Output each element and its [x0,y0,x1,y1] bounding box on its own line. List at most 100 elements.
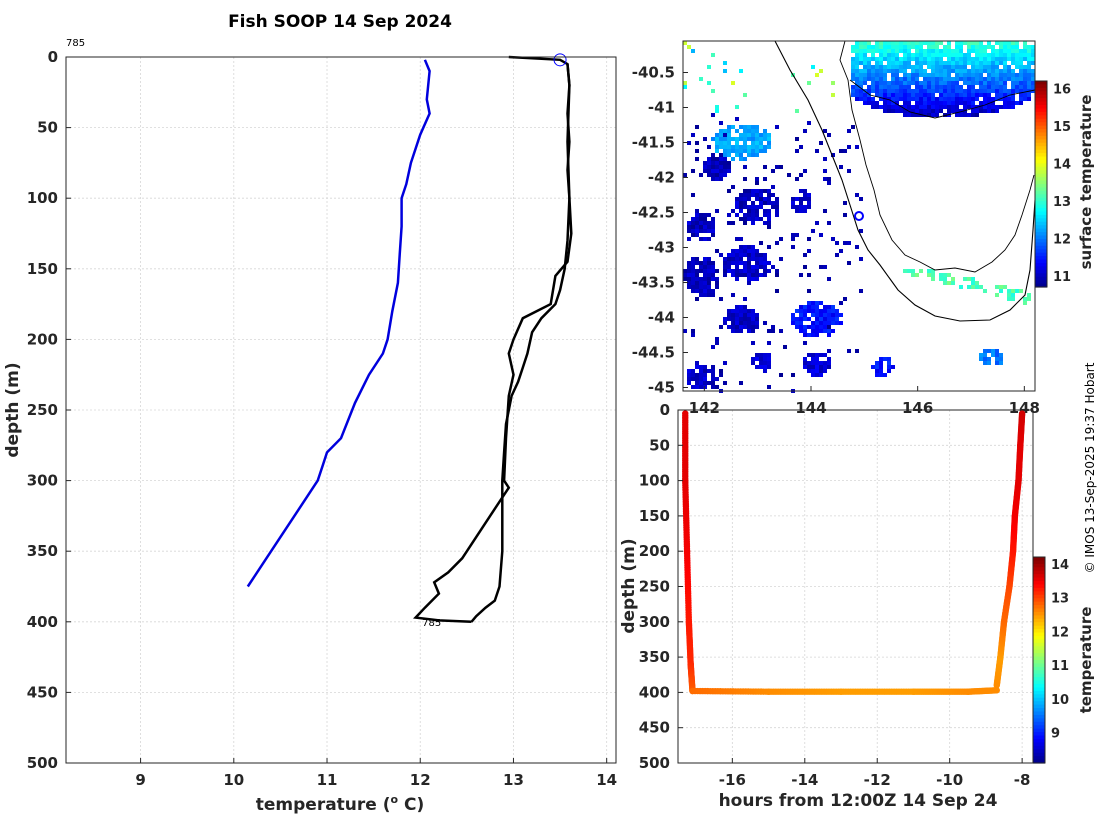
sst-pixel [747,325,751,329]
sst-pixel [979,65,983,69]
sst-pixel [1015,89,1019,93]
sst-pixel [1023,49,1027,53]
tasmania-coastline [774,40,1036,322]
colorbar-swatch [1035,280,1047,285]
sst-pixel [867,97,871,101]
sst-pixel [807,305,811,309]
sst-pixel [691,225,695,229]
colorbar-tick-label: 12 [1053,232,1071,247]
sst-pixel [1011,297,1015,301]
sst-pixel [1011,289,1015,293]
td-colorbar-swatch [1033,653,1045,658]
sst-pixel [923,113,927,117]
sst-pixel [983,57,987,61]
td-colorbar-swatch [1033,670,1045,675]
sst-pixel [955,105,959,109]
sst-pixel [891,69,895,73]
sst-pixel [827,349,831,353]
sst-pixel [979,285,983,289]
sst-pixel [919,97,923,101]
sst-pixel [1003,49,1007,53]
sst-pixel [983,61,987,65]
sst-pixel [919,69,923,73]
sst-pixel [983,81,987,85]
sst-pixel [763,353,767,357]
sst-pixel [963,113,967,117]
sst-pixel [891,97,895,101]
sst-pixel [859,53,863,57]
sst-pixel [1023,93,1027,97]
sst-pixel [927,85,931,89]
td-colorbar-swatch [1033,560,1045,565]
sst-pixel [883,45,887,49]
sst-pixel [1015,81,1019,85]
sst-pixel [859,73,863,77]
sst-pixel [867,65,871,69]
sst-pixel [735,153,739,157]
sst-pixel [939,41,943,45]
sst-pixel [855,193,859,197]
sst-pixel [707,281,711,285]
td-colorbar-swatch [1033,694,1045,699]
sst-pixel [891,61,895,65]
sst-pixel [971,89,975,93]
sst-pixel [851,73,855,77]
sst-pixel [751,277,755,281]
sst-pixel [699,369,703,373]
sst-pixel [763,257,767,261]
sst-pixel [995,109,999,113]
td-y-tick-label: 250 [639,578,670,596]
sst-pixel [723,169,727,173]
sst-pixel [771,185,775,189]
sst-pixel [959,45,963,49]
sst-pixel [815,361,819,365]
sst-pixel [1019,101,1023,105]
sst-pixel [1011,41,1015,45]
sst-pixel [879,357,883,361]
sst-pixel [867,77,871,81]
sst-pixel [867,45,871,49]
sst-pixel [807,197,811,201]
sst-pixel [1007,77,1011,81]
sst-pixel [727,213,731,217]
sst-pixel [747,133,751,137]
sst-pixel [699,277,703,281]
sst-pixel [1023,85,1027,89]
sst-pixel [707,381,711,385]
sst-pixel [875,361,879,365]
sst-pixel [739,261,743,265]
sst-pixel [855,61,859,65]
sst-pixel [723,261,727,265]
sst-pixel [863,53,867,57]
td-colorbar-swatch [1033,611,1045,616]
sst-pixel [895,57,899,61]
sst-pixel [975,41,979,45]
map-y-tick-label: -44 [648,309,675,327]
map-panel: 142 144 146 148-40.5-41-41.5-42-42.5-43-43.… [632,40,1095,417]
sst-pixel [703,229,707,233]
sst-pixel [703,161,707,165]
sst-pixel [759,273,763,277]
sst-pixel [699,269,703,273]
sst-pixel [803,265,807,269]
sst-pixel [975,65,979,69]
sst-pixel [711,113,715,117]
sst-pixel [919,105,923,109]
sst-pixel [983,85,987,89]
td-colorbar-swatch [1033,752,1045,757]
sst-pixel [763,133,767,137]
sst-pixel [799,321,803,325]
sst-pixel [907,89,911,93]
sst-pixel [747,321,751,325]
sst-pixel [1019,53,1023,57]
sst-pixel [919,89,923,93]
colorbar-swatch [1035,204,1047,209]
sst-pixel [703,265,707,269]
sst-pixel [843,149,847,153]
sst-pixel [891,57,895,61]
sst-pixel [711,225,715,229]
sst-pixel [943,53,947,57]
sst-pixel [927,57,931,61]
sst-pixel [887,365,891,369]
sst-pixel [823,353,827,357]
